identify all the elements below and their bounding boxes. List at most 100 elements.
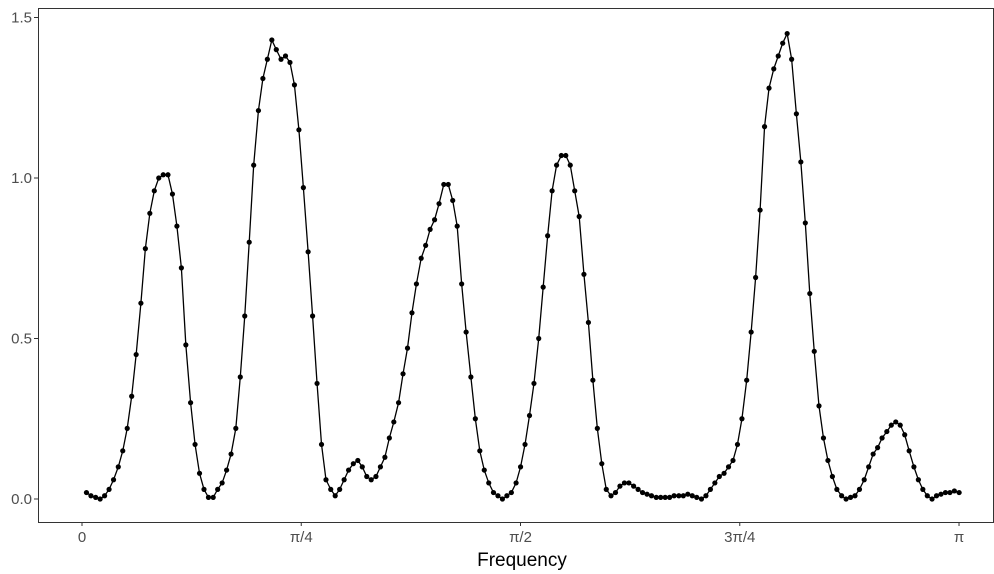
point: [386, 435, 392, 441]
x-axis-label: Frequency: [477, 550, 567, 571]
point: [156, 175, 162, 181]
point: [884, 428, 890, 435]
point: [893, 419, 899, 425]
point: [680, 493, 686, 499]
point: [730, 457, 736, 464]
point: [454, 223, 460, 229]
point: [391, 419, 397, 425]
point: [436, 201, 442, 207]
point: [508, 489, 514, 496]
point: [549, 188, 555, 194]
point: [201, 486, 207, 492]
point: [151, 188, 157, 194]
point: [224, 467, 230, 473]
point: [323, 477, 329, 483]
point: [187, 400, 194, 406]
point: [463, 329, 469, 335]
point: [866, 464, 872, 470]
point: [820, 435, 827, 441]
point: [671, 493, 677, 499]
point: [260, 75, 266, 82]
point: [282, 53, 289, 59]
point: [739, 416, 745, 422]
point: [780, 40, 786, 46]
point: [318, 441, 325, 448]
point: [536, 335, 542, 342]
point: [545, 233, 551, 239]
point: [603, 486, 609, 492]
point: [477, 448, 483, 454]
point: [441, 181, 447, 188]
point: [517, 464, 524, 470]
point: [93, 494, 99, 500]
point: [847, 494, 854, 500]
point: [667, 494, 673, 500]
point: [924, 493, 930, 499]
point: [938, 491, 944, 497]
point: [888, 422, 894, 428]
point: [219, 480, 225, 486]
point: [811, 348, 817, 354]
point: [929, 496, 935, 502]
point: [309, 313, 316, 319]
point: [269, 37, 275, 43]
point: [712, 480, 718, 486]
point: [802, 220, 808, 226]
point: [423, 242, 429, 249]
point: [789, 56, 795, 62]
point: [590, 377, 596, 383]
point: [753, 274, 759, 281]
point: [183, 342, 189, 348]
point: [296, 127, 302, 133]
point: [703, 493, 709, 499]
point: [648, 493, 655, 499]
point: [278, 56, 284, 62]
point: [875, 445, 881, 451]
x-tick-label: 0: [78, 529, 86, 546]
y-tick-label: 0.5: [11, 330, 32, 347]
point: [364, 473, 370, 480]
point: [861, 477, 867, 483]
point: [481, 467, 487, 473]
point: [395, 400, 402, 406]
point: [572, 188, 578, 194]
point: [486, 480, 492, 486]
point: [563, 152, 569, 159]
point: [784, 30, 790, 37]
point: [662, 494, 668, 500]
x-tick-label: 3π/4: [724, 529, 755, 546]
point: [653, 494, 659, 500]
point: [744, 377, 750, 383]
point: [255, 107, 262, 114]
point: [775, 53, 781, 59]
point: [228, 451, 234, 457]
point: [906, 448, 912, 454]
point: [689, 493, 695, 499]
point: [658, 494, 664, 500]
point: [635, 486, 641, 492]
point: [644, 491, 650, 497]
point: [196, 470, 203, 476]
point: [522, 441, 528, 448]
point: [445, 181, 451, 188]
point: [409, 310, 415, 316]
point: [911, 464, 917, 470]
point: [413, 281, 420, 287]
point: [291, 82, 298, 88]
point: [852, 493, 858, 499]
point: [716, 473, 722, 480]
point: [106, 486, 112, 492]
point: [933, 493, 940, 499]
point: [793, 111, 799, 117]
point: [621, 480, 628, 486]
point: [734, 441, 741, 448]
point: [608, 493, 614, 499]
point: [725, 464, 732, 470]
point: [707, 486, 713, 492]
point: [431, 217, 438, 223]
x-tick-label: π/4: [290, 529, 313, 546]
point: [531, 380, 537, 387]
point: [124, 425, 130, 431]
point: [169, 191, 176, 197]
point: [902, 432, 908, 438]
